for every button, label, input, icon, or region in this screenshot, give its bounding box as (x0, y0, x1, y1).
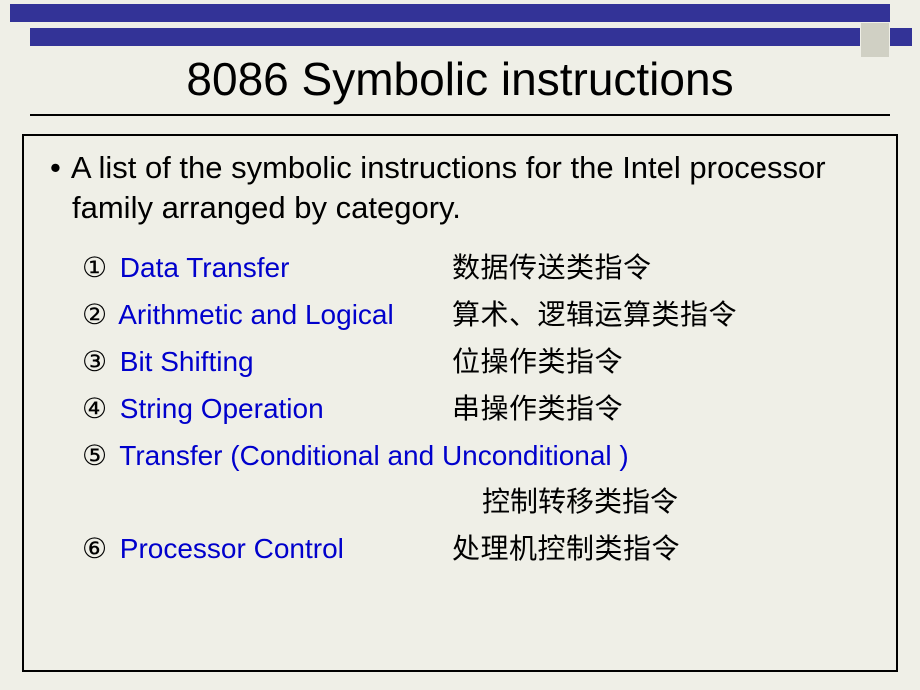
category-cn-wrapped: 控制转移类指令 (82, 480, 874, 526)
category-link-bit-shifting[interactable]: Bit Shifting (120, 346, 254, 377)
category-row: ① Data Transfer 数据传送类指令 (82, 245, 874, 292)
category-link-string-operation[interactable]: String Operation (120, 393, 324, 424)
content-box: •A list of the symbolic instructions for… (22, 134, 898, 672)
title-underline (30, 114, 890, 116)
circled-number: ③ (82, 339, 112, 385)
category-left: ⑥ Processor Control (82, 526, 452, 572)
title-area: 8086 Symbolic instructions (30, 48, 890, 112)
category-link-data-transfer[interactable]: Data Transfer (120, 252, 290, 283)
category-link-arithmetic-logical[interactable]: Arithmetic and Logical (118, 299, 393, 330)
category-link-transfer[interactable]: Transfer (Conditional and Unconditional … (119, 440, 628, 471)
intro-text: A list of the symbolic instructions for … (71, 150, 826, 225)
category-left: ④ String Operation (82, 386, 452, 432)
circled-number: ⑤ (82, 433, 112, 479)
intro-paragraph: •A list of the symbolic instructions for… (46, 148, 874, 229)
category-row: ⑥ Processor Control 处理机控制类指令 (82, 526, 874, 573)
category-row: ④ String Operation 串操作类指令 (82, 386, 874, 433)
slide-title: 8086 Symbolic instructions (30, 52, 890, 106)
header-bar-upper (10, 4, 890, 22)
category-row: ② Arithmetic and Logical 算术、逻辑运算类指令 (82, 292, 874, 339)
category-left: ② Arithmetic and Logical (82, 292, 452, 338)
circled-number: ② (82, 292, 112, 338)
category-cn: 位操作类指令 (452, 340, 623, 386)
category-row: ⑤ Transfer (Conditional and Unconditiona… (82, 433, 874, 479)
category-left: ① Data Transfer (82, 245, 452, 291)
category-left: ③ Bit Shifting (82, 339, 452, 385)
category-cn: 数据传送类指令 (452, 246, 652, 292)
category-cn: 算术、逻辑运算类指令 (452, 293, 737, 339)
category-row: ③ Bit Shifting 位操作类指令 (82, 339, 874, 386)
circled-number: ① (82, 245, 112, 291)
circled-number: ⑥ (82, 526, 112, 572)
category-list: ① Data Transfer 数据传送类指令 ② Arithmetic and… (46, 245, 874, 573)
category-link-processor-control[interactable]: Processor Control (120, 533, 344, 564)
category-cn: 串操作类指令 (452, 387, 623, 433)
bullet-icon: • (50, 150, 71, 185)
category-cn: 处理机控制类指令 (452, 527, 680, 573)
category-left: ⑤ Transfer (Conditional and Unconditiona… (82, 433, 629, 479)
circled-number: ④ (82, 386, 112, 432)
header-bar-lower (30, 28, 912, 46)
